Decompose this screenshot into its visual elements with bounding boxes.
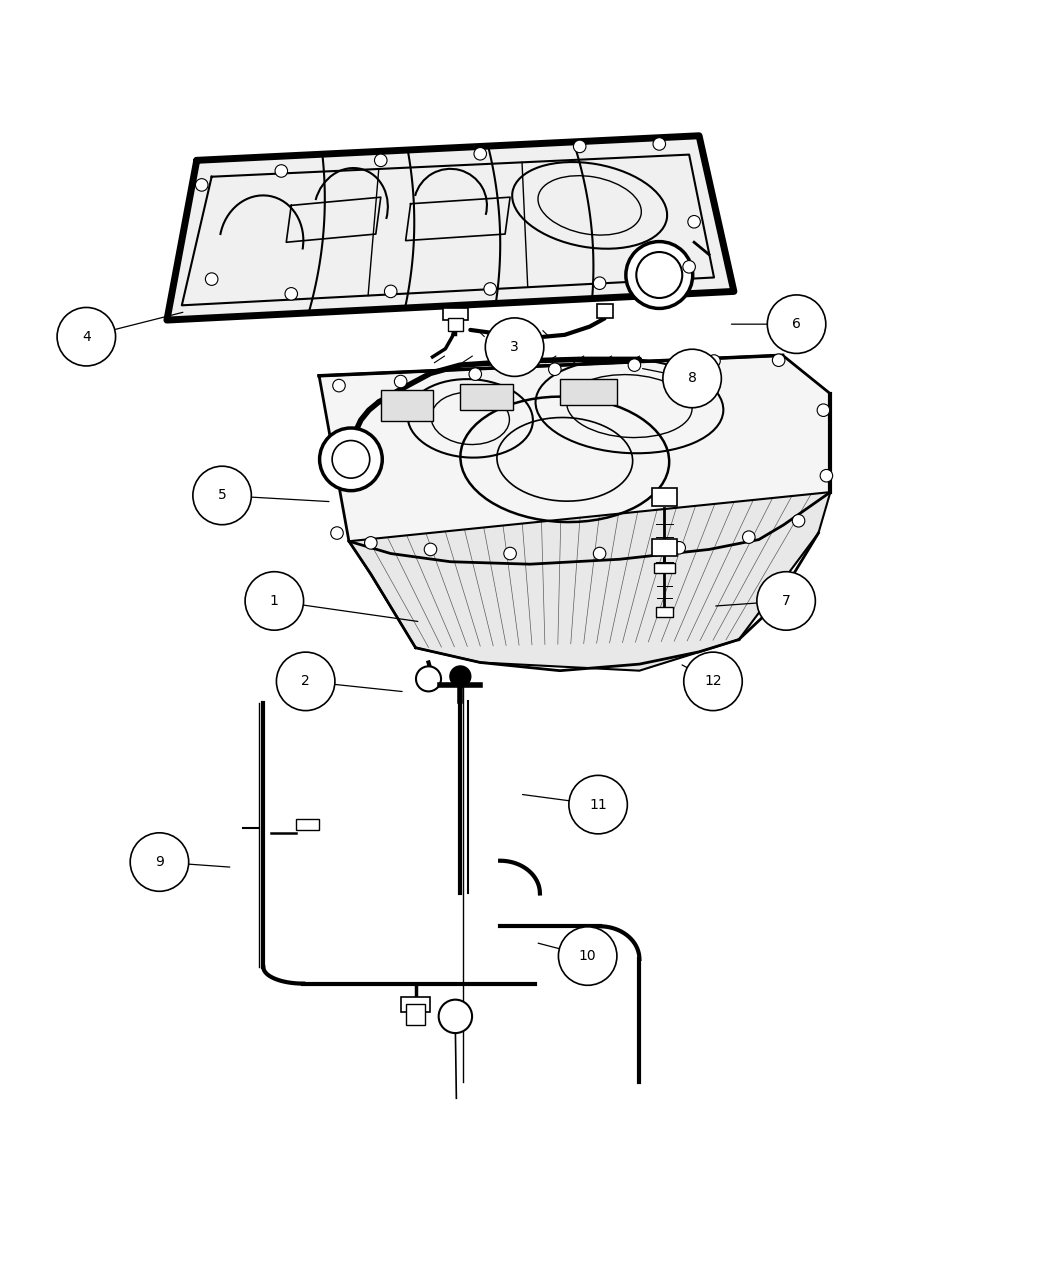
Circle shape bbox=[593, 547, 606, 560]
Circle shape bbox=[275, 164, 288, 177]
Circle shape bbox=[276, 652, 335, 710]
Polygon shape bbox=[167, 135, 734, 320]
Text: 10: 10 bbox=[579, 949, 596, 963]
FancyBboxPatch shape bbox=[596, 303, 613, 319]
Circle shape bbox=[757, 571, 816, 630]
FancyBboxPatch shape bbox=[443, 307, 468, 320]
Circle shape bbox=[416, 667, 441, 691]
Circle shape bbox=[193, 467, 251, 525]
Circle shape bbox=[331, 527, 343, 539]
FancyBboxPatch shape bbox=[296, 819, 319, 830]
Text: 2: 2 bbox=[301, 674, 310, 688]
Text: 8: 8 bbox=[688, 371, 696, 385]
Circle shape bbox=[663, 349, 721, 408]
Circle shape bbox=[573, 140, 586, 153]
Circle shape bbox=[424, 543, 437, 556]
Circle shape bbox=[333, 380, 345, 391]
FancyBboxPatch shape bbox=[460, 384, 512, 411]
Circle shape bbox=[485, 317, 544, 376]
Circle shape bbox=[708, 354, 720, 367]
FancyBboxPatch shape bbox=[656, 607, 673, 617]
FancyBboxPatch shape bbox=[654, 562, 675, 574]
FancyBboxPatch shape bbox=[381, 390, 433, 421]
Circle shape bbox=[449, 666, 470, 687]
Circle shape bbox=[474, 148, 486, 161]
Circle shape bbox=[684, 652, 742, 710]
Circle shape bbox=[628, 358, 640, 371]
Circle shape bbox=[773, 354, 785, 366]
Circle shape bbox=[245, 571, 303, 630]
Text: 11: 11 bbox=[589, 798, 607, 812]
Text: 7: 7 bbox=[782, 594, 791, 608]
Circle shape bbox=[469, 368, 482, 380]
Circle shape bbox=[364, 537, 377, 550]
FancyBboxPatch shape bbox=[560, 379, 617, 405]
FancyBboxPatch shape bbox=[406, 1003, 425, 1025]
Circle shape bbox=[384, 286, 397, 297]
Circle shape bbox=[57, 307, 116, 366]
Circle shape bbox=[793, 515, 804, 527]
Circle shape bbox=[742, 530, 755, 543]
Circle shape bbox=[817, 404, 830, 417]
Circle shape bbox=[375, 154, 387, 167]
Circle shape bbox=[484, 283, 497, 296]
Circle shape bbox=[206, 273, 218, 286]
FancyBboxPatch shape bbox=[652, 487, 677, 506]
Circle shape bbox=[593, 277, 606, 289]
Circle shape bbox=[439, 1000, 472, 1033]
Polygon shape bbox=[349, 492, 831, 671]
Text: 3: 3 bbox=[510, 340, 519, 354]
Text: 4: 4 bbox=[82, 330, 90, 344]
Circle shape bbox=[768, 295, 825, 353]
Circle shape bbox=[195, 179, 208, 191]
Circle shape bbox=[673, 542, 686, 555]
Circle shape bbox=[626, 241, 693, 309]
Text: 12: 12 bbox=[705, 674, 721, 688]
FancyBboxPatch shape bbox=[652, 539, 677, 556]
Text: 5: 5 bbox=[217, 488, 227, 502]
Circle shape bbox=[682, 260, 695, 273]
Text: 9: 9 bbox=[155, 856, 164, 870]
Circle shape bbox=[319, 428, 382, 491]
Circle shape bbox=[285, 288, 297, 300]
Circle shape bbox=[688, 215, 700, 228]
Circle shape bbox=[130, 833, 189, 891]
Text: 1: 1 bbox=[270, 594, 278, 608]
Circle shape bbox=[559, 927, 617, 986]
FancyBboxPatch shape bbox=[401, 997, 430, 1012]
Circle shape bbox=[395, 375, 407, 388]
Circle shape bbox=[569, 775, 627, 834]
Circle shape bbox=[504, 547, 517, 560]
Circle shape bbox=[653, 138, 666, 150]
Circle shape bbox=[548, 363, 561, 376]
Circle shape bbox=[820, 469, 833, 482]
Text: 6: 6 bbox=[792, 317, 801, 332]
FancyBboxPatch shape bbox=[448, 319, 463, 330]
Polygon shape bbox=[319, 356, 831, 564]
